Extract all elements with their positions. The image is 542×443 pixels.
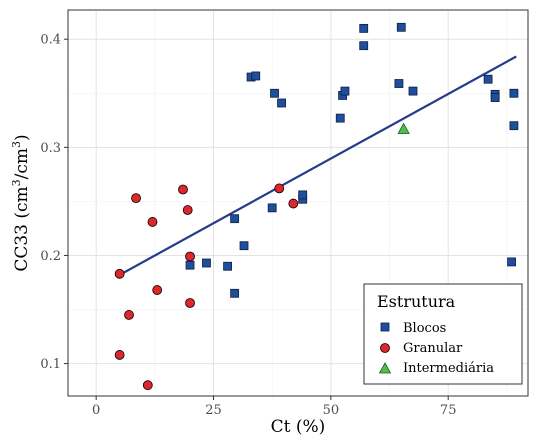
point-granular	[182, 205, 193, 215]
x-tick-label: 0	[92, 403, 100, 418]
legend-key-blocos	[380, 322, 390, 332]
point-blocos	[394, 79, 404, 88]
legend-label-intermediaria: Intermediária	[403, 361, 494, 376]
point-blocos	[509, 121, 519, 131]
point-blocos	[359, 23, 369, 33]
point-intermediaria	[397, 122, 410, 134]
y-axis-title-main: CC33 (cm	[12, 186, 32, 271]
x-axis-title: Ct (%)	[271, 417, 326, 437]
point-blocos	[267, 203, 277, 213]
y-axis-title-mid: /cm	[12, 148, 32, 179]
point-granular	[185, 298, 195, 308]
point-blocos	[277, 98, 286, 108]
point-blocos	[230, 214, 240, 224]
y-tick-label: 0.2	[40, 249, 61, 264]
y-axis-ticks: 0.1 0.2 0.3 0.4	[40, 33, 68, 372]
x-tick-label: 50	[323, 403, 340, 418]
x-tick-label: 75	[440, 403, 457, 418]
point-blocos	[251, 71, 261, 81]
point-blocos	[507, 257, 516, 267]
point-granular	[274, 183, 285, 194]
point-blocos	[223, 261, 232, 271]
point-blocos	[396, 22, 406, 32]
trend-line	[119, 55, 517, 276]
y-axis-title: CC33 (cm3/cm3)	[10, 134, 32, 271]
legend: Estrutura Blocos Granular Intermediária	[363, 283, 523, 385]
y-tick-label: 0.3	[40, 141, 61, 156]
legend-label-granular: Granular	[403, 341, 463, 356]
point-granular	[142, 380, 153, 391]
plot-panel-border	[67, 9, 529, 397]
data-points	[114, 22, 519, 391]
legend-label-blocos: Blocos	[403, 321, 446, 336]
y-tick-label: 0.4	[40, 33, 61, 48]
y-axis-title-sup1: 3	[10, 179, 23, 186]
trend-line-group	[119, 55, 517, 276]
point-blocos	[239, 241, 249, 251]
point-blocos	[490, 93, 500, 102]
legend-key-granular	[380, 343, 390, 353]
point-blocos	[509, 88, 519, 98]
point-blocos	[483, 74, 493, 84]
y-axis-title-end: )	[12, 134, 32, 141]
y-axis-title-sup2: 3	[10, 141, 23, 148]
legend-title: Estrutura	[377, 292, 456, 311]
point-granular	[131, 193, 141, 204]
legend-box	[363, 283, 523, 385]
point-granular	[147, 217, 158, 227]
legend-key-intermediaria	[378, 362, 392, 374]
y-tick-label: 0.1	[40, 357, 61, 372]
point-granular	[185, 251, 195, 262]
point-blocos	[298, 190, 308, 200]
point-granular	[114, 350, 125, 360]
point-blocos	[340, 86, 350, 96]
point-granular	[114, 268, 125, 279]
point-granular	[124, 310, 134, 320]
point-blocos	[408, 86, 418, 96]
point-blocos	[230, 288, 240, 298]
point-granular	[152, 285, 163, 295]
point-blocos	[202, 258, 211, 268]
point-granular	[178, 184, 188, 195]
x-axis-ticks: 0 25 50 75	[92, 396, 456, 418]
point-blocos	[185, 260, 195, 270]
point-blocos	[270, 88, 279, 98]
point-blocos	[359, 41, 369, 51]
x-tick-label: 25	[205, 403, 222, 418]
point-granular	[288, 198, 299, 209]
point-blocos	[335, 113, 345, 123]
